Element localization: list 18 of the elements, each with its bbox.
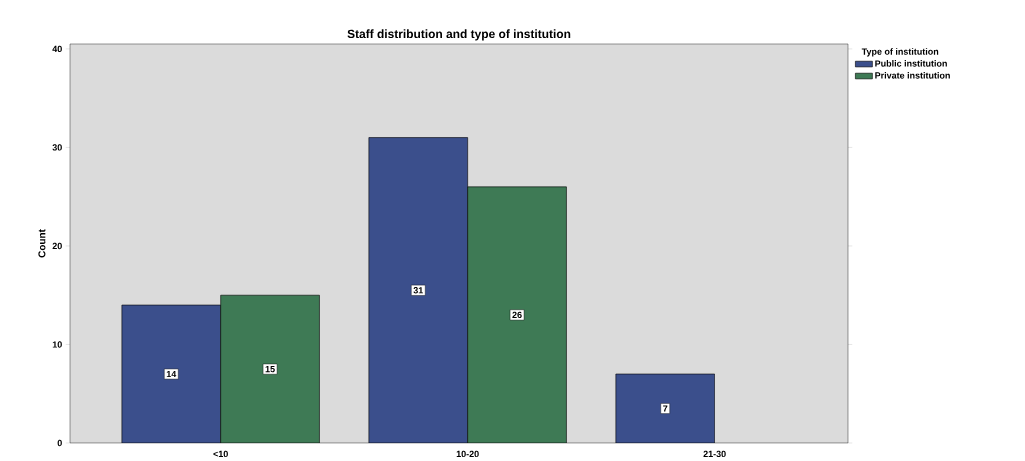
y-tick-label: 10: [52, 341, 62, 348]
y-tick-label: 20: [52, 242, 62, 250]
data-label: 15: [265, 365, 275, 373]
y-axis-title: Count: [38, 229, 46, 258]
y-tick-label: 30: [52, 144, 62, 151]
x-tick-label: 10-20: [456, 450, 479, 458]
data-label: 14: [166, 370, 177, 378]
data-label: 31: [413, 287, 423, 294]
y-tick-label: 0: [57, 439, 62, 447]
data-label: 7: [663, 405, 668, 412]
x-tick-label: 21-30: [703, 450, 726, 458]
chart-title: Staff distribution and type of institution: [347, 29, 571, 41]
x-tick-label: <10: [213, 450, 228, 458]
legend-title: Type of institution: [861, 48, 939, 57]
y-tick-label: 40: [52, 45, 62, 53]
legend-label: Private institution: [875, 72, 950, 79]
legend-label: Public institution: [875, 60, 947, 67]
data-label: 26: [512, 311, 522, 319]
